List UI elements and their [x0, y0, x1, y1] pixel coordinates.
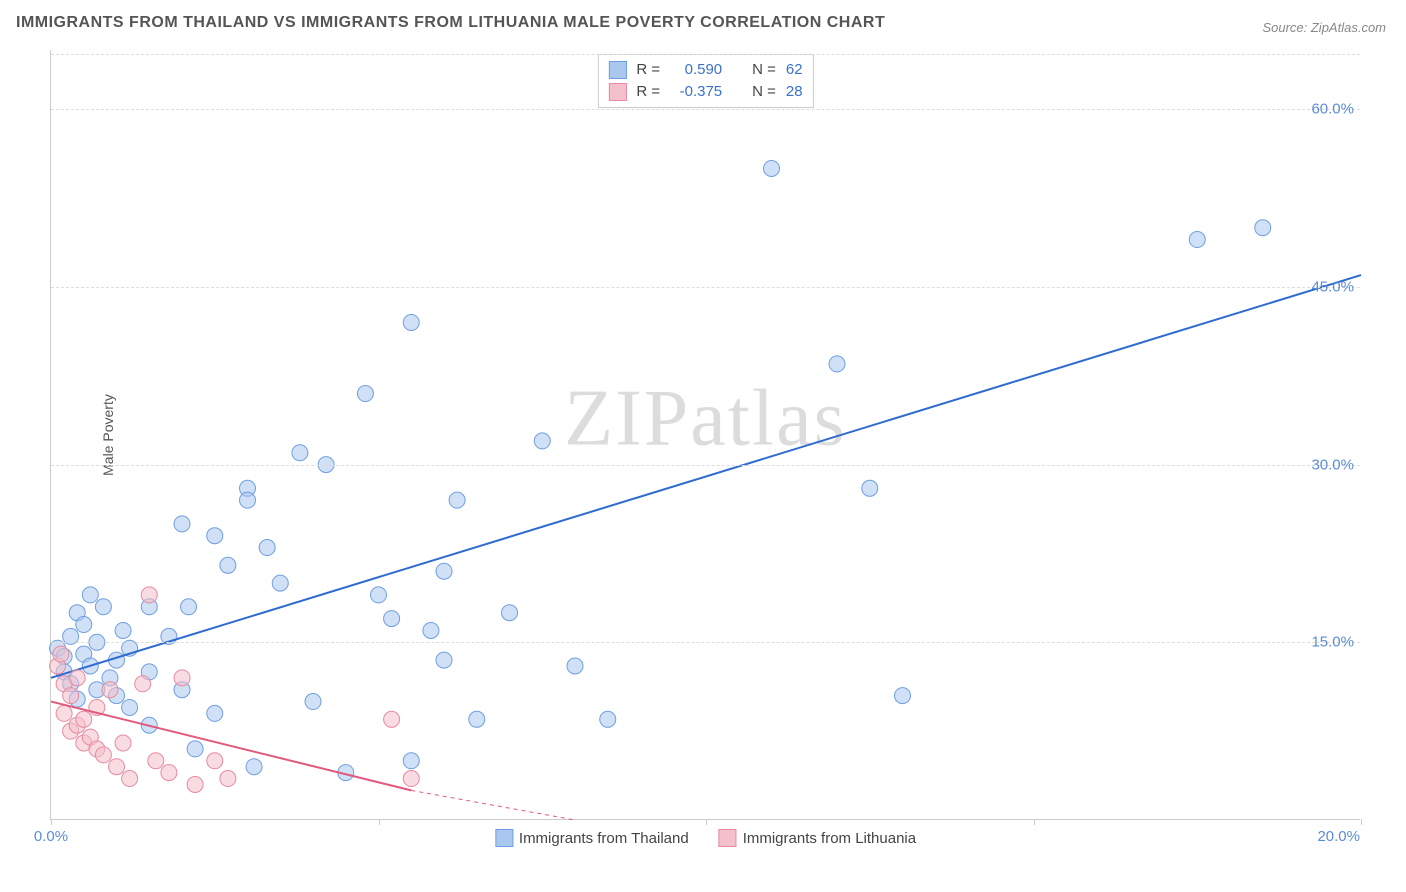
data-point: [95, 747, 111, 763]
x-tick: [379, 819, 380, 825]
data-point: [207, 753, 223, 769]
data-point: [246, 759, 262, 775]
n-value: 62: [786, 59, 803, 81]
y-tick-label: 15.0%: [1311, 634, 1354, 651]
scatter-svg: [51, 50, 1360, 819]
gridline: [51, 54, 1360, 55]
data-point: [829, 356, 845, 372]
data-point: [220, 771, 236, 787]
legend-correlation-row: R = -0.375 N = 28: [608, 81, 802, 103]
data-point: [469, 711, 485, 727]
x-tick: [1034, 819, 1035, 825]
data-point: [600, 711, 616, 727]
data-point: [502, 605, 518, 621]
legend-series-item: Immigrants from Thailand: [495, 829, 689, 847]
legend-series-label: Immigrants from Lithuania: [743, 830, 916, 847]
data-point: [135, 676, 151, 692]
data-point: [534, 433, 550, 449]
data-point: [403, 753, 419, 769]
data-point: [292, 445, 308, 461]
data-point: [403, 771, 419, 787]
source-attribution: Source: ZipAtlas.com: [1262, 20, 1386, 35]
data-point: [259, 540, 275, 556]
data-point: [357, 386, 373, 402]
data-point: [141, 587, 157, 603]
data-point: [53, 646, 69, 662]
data-point: [122, 699, 138, 715]
r-label: R =: [636, 59, 660, 81]
legend-series-label: Immigrants from Thailand: [519, 830, 689, 847]
data-point: [423, 622, 439, 638]
data-point: [63, 688, 79, 704]
legend-swatch: [608, 61, 626, 79]
data-point: [862, 480, 878, 496]
legend-swatch: [608, 83, 626, 101]
data-point: [102, 682, 118, 698]
data-point: [449, 492, 465, 508]
data-point: [187, 776, 203, 792]
plot-area: Male Poverty ZIPatlas R = 0.590 N = 62 R…: [50, 50, 1360, 820]
gridline: [51, 109, 1360, 110]
legend-swatch: [719, 829, 737, 847]
data-point: [436, 652, 452, 668]
data-point: [174, 516, 190, 532]
trend-line-extension: [411, 790, 575, 820]
x-tick: [706, 819, 707, 825]
data-point: [115, 735, 131, 751]
gridline: [51, 642, 1360, 643]
x-tick-label: 0.0%: [34, 828, 68, 845]
data-point: [1189, 232, 1205, 248]
data-point: [82, 587, 98, 603]
data-point: [207, 528, 223, 544]
data-point: [403, 314, 419, 330]
legend-correlation: R = 0.590 N = 62 R = -0.375 N = 28: [597, 54, 813, 108]
data-point: [148, 753, 164, 769]
data-point: [240, 492, 256, 508]
data-point: [174, 670, 190, 686]
r-label: R =: [636, 81, 660, 103]
data-point: [384, 611, 400, 627]
n-label: N =: [752, 81, 776, 103]
data-point: [181, 599, 197, 615]
data-point: [220, 557, 236, 573]
n-value: 28: [786, 81, 803, 103]
x-tick-label: 20.0%: [1317, 828, 1360, 845]
trend-line: [51, 275, 1361, 678]
r-value: -0.375: [670, 81, 722, 103]
data-point: [115, 622, 131, 638]
data-point: [272, 575, 288, 591]
data-point: [1255, 220, 1271, 236]
data-point: [207, 705, 223, 721]
legend-series: Immigrants from Thailand Immigrants from…: [495, 829, 916, 847]
x-tick: [1361, 819, 1362, 825]
data-point: [384, 711, 400, 727]
data-point: [95, 599, 111, 615]
data-point: [371, 587, 387, 603]
data-point: [187, 741, 203, 757]
legend-swatch: [495, 829, 513, 847]
data-point: [109, 759, 125, 775]
gridline: [51, 465, 1360, 466]
x-tick: [51, 819, 52, 825]
y-tick-label: 45.0%: [1311, 278, 1354, 295]
data-point: [161, 765, 177, 781]
chart-title: IMMIGRANTS FROM THAILAND VS IMMIGRANTS F…: [16, 14, 885, 32]
data-point: [764, 160, 780, 176]
r-value: 0.590: [670, 59, 722, 81]
data-point: [76, 711, 92, 727]
y-tick-label: 60.0%: [1311, 101, 1354, 118]
data-point: [69, 670, 85, 686]
data-point: [567, 658, 583, 674]
data-point: [436, 563, 452, 579]
data-point: [122, 771, 138, 787]
data-point: [305, 694, 321, 710]
legend-correlation-row: R = 0.590 N = 62: [608, 59, 802, 81]
n-label: N =: [752, 59, 776, 81]
data-point: [895, 688, 911, 704]
data-point: [76, 617, 92, 633]
legend-series-item: Immigrants from Lithuania: [719, 829, 916, 847]
gridline: [51, 287, 1360, 288]
y-tick-label: 30.0%: [1311, 456, 1354, 473]
data-point: [56, 705, 72, 721]
